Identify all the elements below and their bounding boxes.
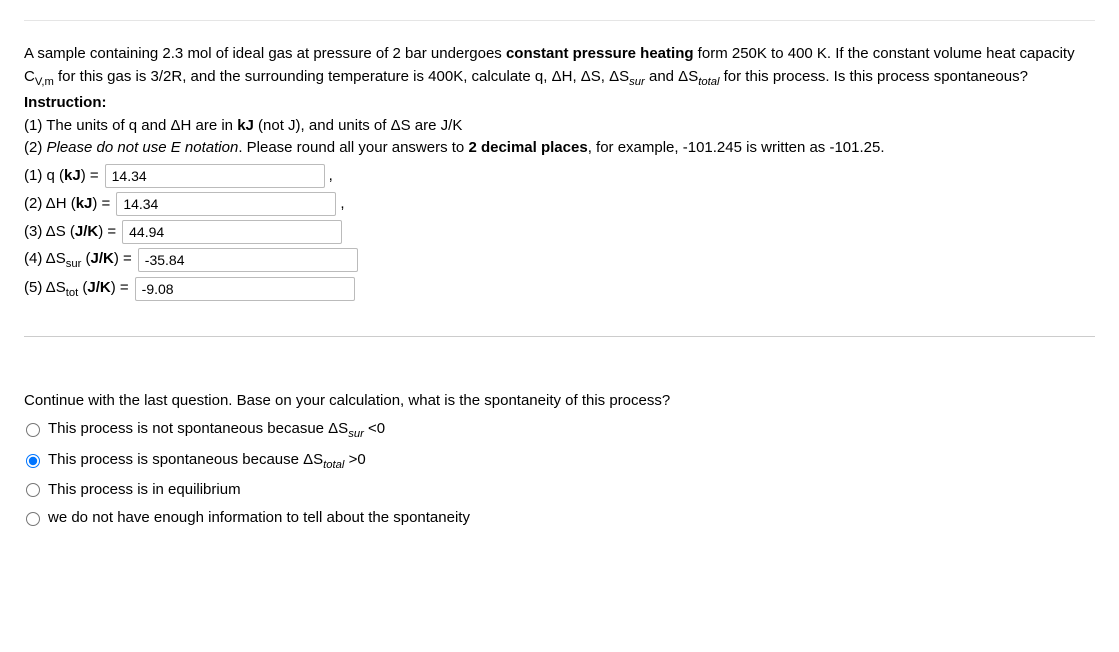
comma: ,	[329, 165, 333, 188]
text-italic: Please do not use E notation	[47, 139, 239, 156]
subscript: sur	[629, 76, 645, 88]
answer-row-2: (2) ΔH (kJ) = ,	[24, 192, 1095, 216]
text: for this process. Is this process sponta…	[719, 68, 1028, 85]
subscript: total	[698, 76, 719, 88]
option-label: This process is spontaneous because ΔSto…	[48, 446, 366, 476]
instruction-heading: Instruction:	[24, 92, 1095, 115]
answer-label: (1) q (kJ) =	[24, 165, 99, 188]
text: . Please round all your answers to	[238, 139, 468, 156]
answer-input-4[interactable]	[138, 248, 358, 272]
instruction-1: (1) The units of q and ΔH are in kJ (not…	[24, 115, 1095, 138]
option-radio-3[interactable]	[26, 483, 40, 497]
option-label: This process is not spontaneous becasue …	[48, 415, 385, 445]
text: , for example, -101.245 is written as -1…	[588, 139, 885, 156]
answer-label: (2) ΔH (kJ) =	[24, 193, 110, 216]
answer-row-3: (3) ΔS (J/K) =	[24, 220, 1095, 244]
text-bold: constant pressure heating	[506, 45, 694, 62]
answer-label: (5) ΔStot (J/K) =	[24, 277, 129, 302]
text: (1) The units of q and ΔH are in	[24, 117, 237, 134]
option-radio-2[interactable]	[26, 454, 40, 468]
option-radio-1[interactable]	[26, 423, 40, 437]
text: for this gas is 3/2R, and the surroundin…	[54, 68, 629, 85]
instruction-2: (2) Please do not use E notation. Please…	[24, 137, 1095, 160]
followup-prompt: Continue with the last question. Base on…	[24, 387, 1095, 416]
option-row-2: This process is spontaneous because ΔSto…	[24, 446, 1095, 476]
problem-statement: A sample containing 2.3 mol of ideal gas…	[24, 43, 1095, 90]
answer-input-1[interactable]	[105, 164, 325, 188]
text: (not J), and units of ΔS are J/K	[254, 117, 462, 134]
text: (2)	[24, 139, 47, 156]
answer-input-5[interactable]	[135, 277, 355, 301]
answer-input-2[interactable]	[116, 192, 336, 216]
text: A sample containing 2.3 mol of ideal gas…	[24, 45, 506, 62]
text-bold: kJ	[237, 117, 254, 134]
option-radio-4[interactable]	[26, 512, 40, 526]
answer-row-5: (5) ΔStot (J/K) =	[24, 277, 1095, 302]
subscript: V,m	[35, 76, 54, 88]
option-row-3: This process is in equilibrium	[24, 476, 1095, 505]
option-label: This process is in equilibrium	[48, 476, 241, 505]
option-label: we do not have enough information to tel…	[48, 504, 470, 533]
answer-label: (3) ΔS (J/K) =	[24, 221, 116, 244]
comma: ,	[340, 193, 344, 216]
question-2: Continue with the last question. Base on…	[24, 387, 1095, 533]
answer-row-1: (1) q (kJ) = ,	[24, 164, 1095, 188]
answer-row-4: (4) ΔSsur (J/K) =	[24, 248, 1095, 273]
option-row-1: This process is not spontaneous becasue …	[24, 415, 1095, 445]
answer-input-3[interactable]	[122, 220, 342, 244]
answer-label: (4) ΔSsur (J/K) =	[24, 248, 132, 273]
text: and ΔS	[645, 68, 698, 85]
text-bold: 2 decimal places	[468, 139, 587, 156]
question-1: A sample containing 2.3 mol of ideal gas…	[24, 43, 1095, 337]
option-row-4: we do not have enough information to tel…	[24, 504, 1095, 533]
